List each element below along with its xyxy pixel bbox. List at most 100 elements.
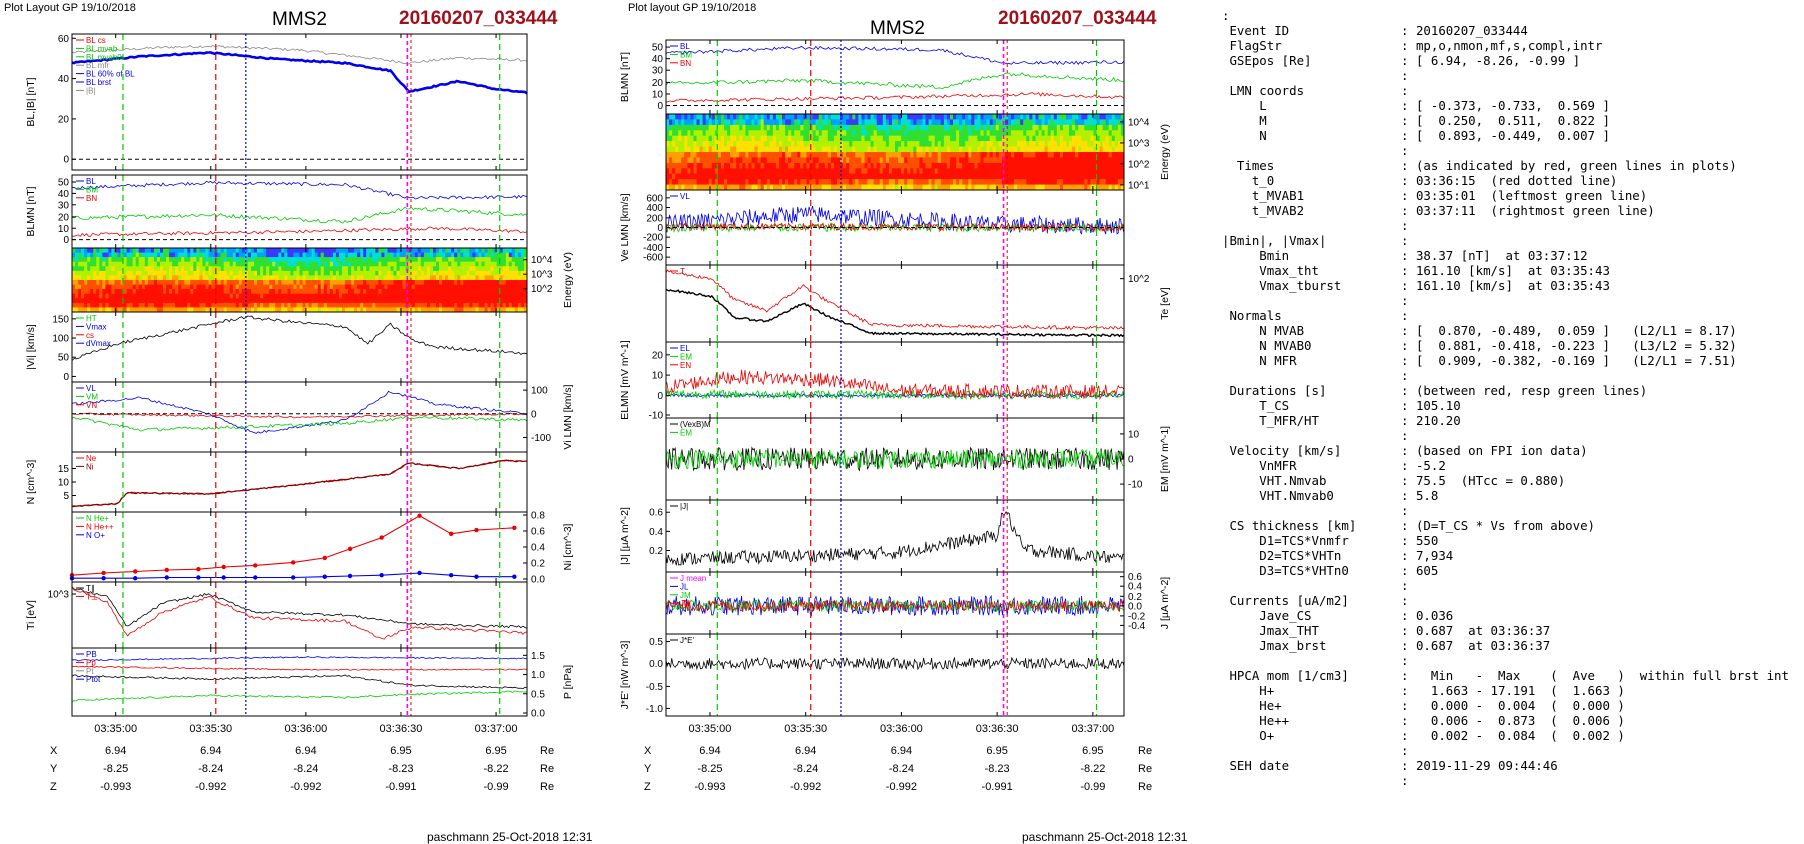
fig1-y-tick-label: 150 [52,314,69,325]
fig1-pb-trace [71,690,528,702]
fig1-legend-entry: BL mvab [86,44,118,53]
fig1-o+-point [290,575,296,580]
fig2-time-label: 03:35:30 [784,723,827,735]
fig1-legend-entry: T⊥ [86,592,98,601]
fig1-y-tick-label: 10^3 [48,590,70,601]
fig1-o+-point [164,575,169,580]
fig2-y-tick-label: 10^2 [1128,274,1150,285]
fig2-vexb-trace [665,446,1125,472]
fig1-legend-entry: N He++ [86,522,114,531]
fig2-y-tick-label: -400 [643,243,663,254]
event-info-listing: : Event ID : 20160207_033444 FlagStr : m… [1222,8,1802,828]
fig2-ephem-value: -0.992 [886,781,917,793]
fig1-he++-point [132,569,138,574]
fig2-ephem-value: -8.25 [697,763,722,775]
info-line: |Bmin|, |Vmax| : [1222,233,1409,248]
fig1-y-axis-label: Ni [cm^-3] [562,523,574,570]
fig2-y-tick-label: 10 [652,371,664,382]
fig1-legend-entry: BL 60% of BL [86,70,135,79]
fig1-ephem-value: 6.94 [295,745,316,757]
fig1-y-tick-label: 5 [63,491,69,502]
fig1-y-axis-label: Energy (eV) [562,252,574,308]
fig2-y-tick-label: 10^2 [1128,159,1150,170]
fig2-y-tick-label: 10^4 [1128,117,1150,128]
fig1-y-tick-label: -100 [531,433,551,444]
fig1-panel-4 [71,381,528,453]
info-line: O+ : 0.002 - 0.084 ( 0.002 ) [1222,728,1625,743]
fig2-vm-trace [665,221,1125,233]
fig2-y-tick-label: 10^3 [1128,138,1150,149]
fig2-ephem-row-label: X [644,745,652,757]
fig1-y-tick-label: 10^3 [531,270,553,281]
info-line: M : [ 0.250, 0.511, 0.822 ] [1222,113,1610,128]
info-line: He+ : 0.000 - 0.004 ( 0.000 ) [1222,698,1625,713]
fig1-legend-entry: BL mfr [86,61,110,70]
fig1-t-par-trace [71,586,528,629]
fig2-y-tick-label: -10 [1128,480,1143,491]
fig1-he++-point [417,513,422,518]
fig1-bl-trace [71,180,528,200]
info-line: T_MFR/HT : 210.20 [1222,413,1461,428]
fig1-ephem-value: -0.992 [195,781,226,793]
info-line: N MVAB0 : [ 0.881, -0.418, -0.223 ] (L3/… [1222,338,1737,353]
fig2-y-tick-label: 30 [652,66,664,77]
fig1-ephem-value: -8.25 [103,763,128,775]
fig1-ephem-value: -0.992 [290,781,321,793]
fig2-time-label: 03:37:00 [1071,723,1114,735]
fig1-y-tick-label: 10^4 [531,255,553,266]
fig1-o+-point [322,574,327,579]
fig2-ephem-row-label: Z [644,781,651,793]
fig1-y-tick-label: 40 [58,189,70,200]
fig1-o+-point [221,575,226,580]
fig2-legend-entry: JN [680,599,690,608]
middle-spacecraft-title: MMS2 [870,18,925,39]
fig1-vi-trace [71,315,528,361]
info-line: : [1222,743,1409,758]
fig2-y-tick-label: 0.4 [1128,582,1142,593]
info-line: : [1222,578,1409,593]
fig1-o+-point [347,573,353,579]
fig1-legend-entry: BM [86,185,98,194]
fig2-panel-frame [665,264,1125,343]
fig2-y-tick-label: -0.2 [1128,611,1146,622]
fig1-ephem-value: -8.23 [388,763,413,775]
fig1-o+-point [379,573,384,578]
fig2-y-tick-label: 400 [646,203,663,214]
fig1-t-perp-trace [71,586,528,640]
fig2-ephem-value: 6.94 [891,745,912,757]
fig1-time-label: 03:35:30 [189,723,232,735]
fig2-bl-trace [665,45,1125,65]
fig1-time-label: 03:37:00 [475,723,518,735]
fig2-ephem-value: -8.22 [1080,763,1105,775]
fig1-y-tick-label: 0 [63,372,69,383]
fig1-y-tick-label: 20 [58,212,70,223]
fig1-legend-entry: dVmax [86,339,111,348]
info-line: : [1222,218,1409,233]
fig2-y-axis-label: EM [mV m^-1] [1159,426,1171,492]
fig1-panel-0 [71,33,528,171]
fig1-pt-trace [71,674,528,690]
fig2-y-tick-label: -600 [643,253,663,264]
fig2-y-axis-label: Energy (eV) [1159,124,1171,180]
left-layout-label: Plot Layout GP 19/10/2018 [4,2,136,14]
fig1-time-label: 03:35:00 [94,723,137,735]
fig2-spectrogram [666,114,1125,191]
fig2-ephem-value: -8.24 [889,763,914,775]
fig2-bn-trace [665,92,1125,103]
info-line: N : [ 0.893, -0.449, 0.007 ] [1222,128,1610,143]
fig1-panel-6 [69,511,528,583]
fig1-legend-entry: BL [86,177,96,186]
fig2-time-label: 03:36:30 [976,723,1019,735]
fig1-legend-entry: |B| [86,86,96,95]
fig2-y-tick-label: 20 [652,350,664,361]
fig1-panel-frame [71,581,528,649]
fig1-legend-entry: HT [86,314,97,323]
fig2-te-par-trace [665,288,1125,338]
fig1-y-tick-label: 50 [58,353,70,364]
fig1-y-tick-label: 0 [63,155,69,166]
fig2-ephem-unit: Re [1138,745,1152,757]
fig2-y-tick-label: 0.2 [649,546,663,557]
fig1-ephem-row-label: Y [50,763,58,775]
fig1-ephem-value: 6.95 [390,745,411,757]
fig2-y-tick-label: 200 [646,213,663,224]
